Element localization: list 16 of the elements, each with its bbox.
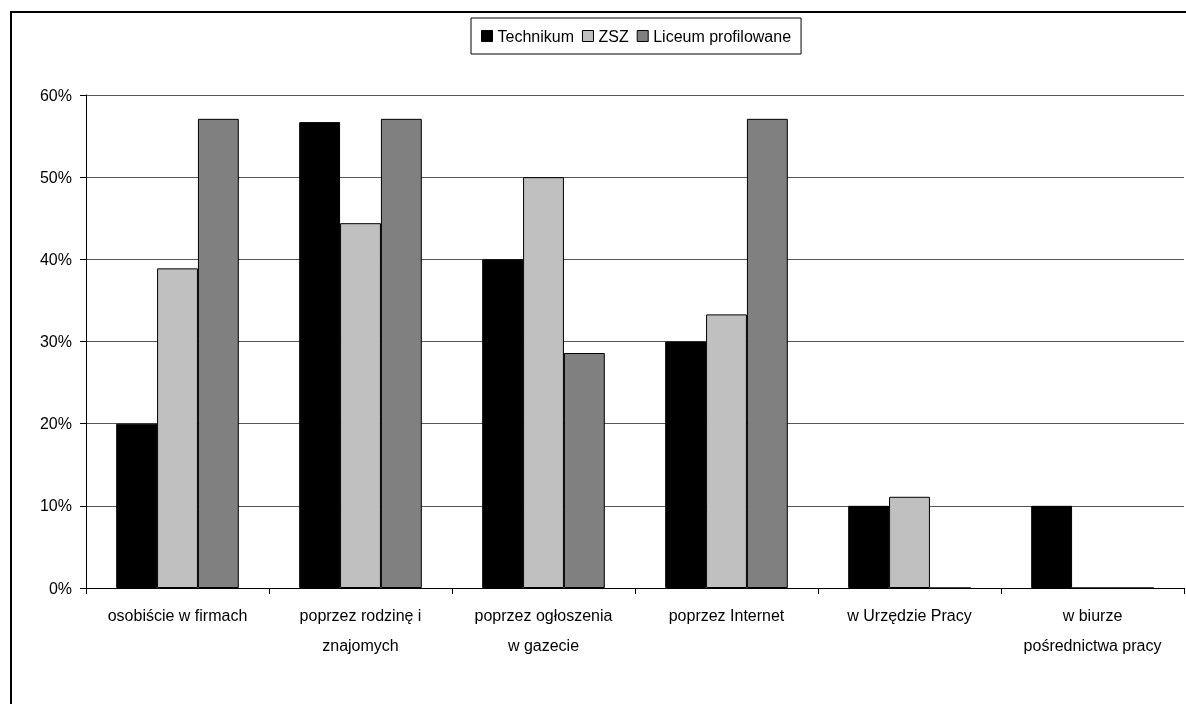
x-tick-label: poprzez ogłoszenia w gazecie bbox=[474, 606, 613, 654]
y-tick-label: 60% bbox=[39, 86, 72, 104]
y-tick-label: 50% bbox=[39, 168, 72, 186]
x-tick-label: w biurze pośrednictwa pracy bbox=[1023, 606, 1162, 654]
x-tick-label: poprzez rodzinę i znajomych bbox=[299, 606, 422, 654]
legend-label: ZSZ bbox=[598, 27, 629, 45]
y-tick-label: 30% bbox=[39, 333, 72, 350]
y-tick-label: 10% bbox=[39, 497, 72, 515]
y-tick-label: 0% bbox=[48, 579, 72, 597]
x-tick-label: poprzez Internet bbox=[668, 606, 785, 624]
y-tick-label: 40% bbox=[39, 250, 72, 268]
y-tick-label: 20% bbox=[39, 415, 72, 433]
legend-label: Technikum bbox=[497, 27, 574, 45]
legend-label: Liceum profilowane bbox=[653, 27, 792, 45]
x-tick-label: w Urzędzie Pracy bbox=[846, 606, 972, 624]
x-tick-label: osobiście w firmach bbox=[107, 606, 248, 624]
